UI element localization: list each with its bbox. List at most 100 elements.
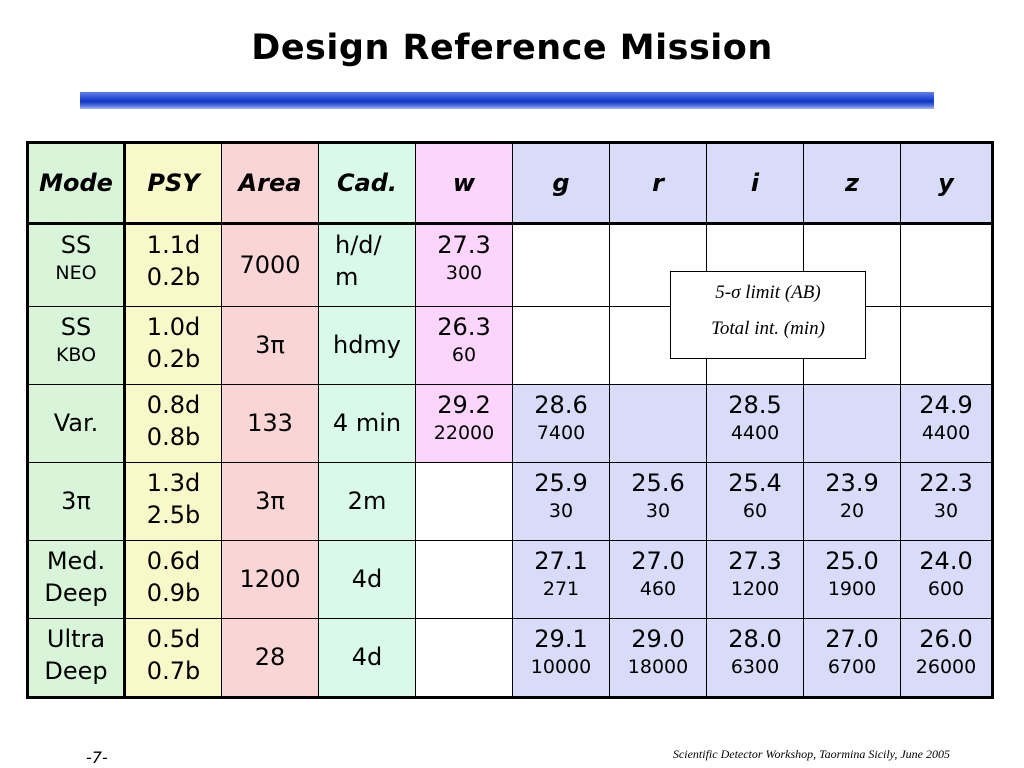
table-row: Var. 0.8d 0.8b 133 4 min 29.2 22000 28.6 7400 28.…: [27, 384, 993, 463]
integration-time: 460: [639, 577, 677, 600]
header-w: w: [415, 142, 513, 225]
band-g-cell: 27.1 271: [512, 540, 610, 619]
cadence-cell: 4d: [318, 618, 416, 698]
band-z-cell: 27.0 6700: [803, 618, 901, 698]
band-z-cell: 25.0 1900: [803, 540, 901, 619]
psy-cell: 0.6d 0.9b: [124, 540, 222, 619]
band-i-cell: 28.0 6300: [706, 618, 804, 698]
header-area: Area: [221, 142, 319, 225]
integration-time: 10000: [530, 655, 592, 678]
limit-magnitude: 22.3: [919, 469, 973, 497]
integration-time: 60: [742, 499, 768, 522]
band-g-cell: [512, 306, 610, 385]
band-y-cell: 24.0 600: [900, 540, 993, 619]
page-number: -7-: [86, 748, 108, 767]
psy-value: 1.0d: [146, 313, 201, 341]
band-g-cell: [512, 223, 610, 307]
band-w-cell: [415, 462, 513, 541]
limit-magnitude: 29.1: [534, 625, 588, 653]
psy-cell: 1.3d 2.5b: [124, 462, 222, 541]
area-value: 3π: [255, 487, 285, 516]
limit-magnitude: 27.3: [728, 547, 782, 575]
mode-label: SS: [60, 231, 92, 259]
mode-label: SS: [60, 313, 92, 341]
band-r-cell: 29.0 18000: [609, 618, 707, 698]
psy-value: 0.2b: [146, 345, 201, 374]
design-reference-table: Mode PSY Area Cad. w g r i z y SS NEO 1.1d 0.2b 7000 h/…: [26, 141, 994, 699]
table-row: Ultra Deep 0.5d 0.7b 28 4d 29.1 10000 29.0 18000 2…: [27, 618, 993, 698]
limit-magnitude: 26.0: [919, 625, 973, 653]
limit-magnitude: 24.9: [919, 391, 973, 419]
integration-time: 271: [542, 577, 580, 600]
integration-time: 1200: [730, 577, 780, 600]
header-g: g: [512, 142, 610, 225]
limit-magnitude: 28.0: [728, 625, 782, 653]
psy-value: 0.5d: [146, 625, 201, 653]
area-value: 3π: [255, 331, 285, 360]
band-g-cell: 25.9 30: [512, 462, 610, 541]
limit-magnitude: 27.0: [825, 625, 879, 653]
limit-magnitude: 25.0: [825, 547, 879, 575]
table-row: Med. Deep 0.6d 0.9b 1200 4d 27.1 271 27.0 460 27.3…: [27, 540, 993, 619]
slide-title: Design Reference Mission: [251, 28, 773, 68]
legend-line-time: Total int. (min): [711, 318, 825, 339]
mode-cell: Ultra Deep: [27, 618, 126, 698]
band-w-cell: 26.3 60: [415, 306, 513, 385]
integration-time: 6700: [827, 655, 877, 678]
limit-magnitude: 27.3: [437, 231, 491, 259]
mode-label: Ultra: [46, 625, 106, 653]
limit-magnitude: 29.0: [631, 625, 685, 653]
cadence-value: 4d: [351, 643, 383, 672]
psy-value: 0.8b: [146, 423, 201, 452]
psy-value: 1.1d: [146, 231, 201, 259]
band-i-cell: 28.5 4400: [706, 384, 804, 463]
psy-value: 0.9b: [146, 579, 201, 608]
limit-magnitude: 23.9: [825, 469, 879, 497]
mode-cell: SS NEO: [27, 223, 126, 307]
area-cell: 28: [221, 618, 319, 698]
table-row: 3π 1.3d 2.5b 3π 2m 25.9 30 25.6 30 25.4 60 23.9 20 22…: [27, 462, 993, 541]
band-y-cell: [900, 223, 993, 307]
header-mode: Mode: [27, 142, 126, 225]
psy-cell: 0.8d 0.8b: [124, 384, 222, 463]
header-i: i: [706, 142, 804, 225]
psy-cell: 1.1d 0.2b: [124, 223, 222, 307]
area-value: 1200: [239, 565, 301, 594]
band-r-cell: [609, 223, 707, 307]
integration-time: 60: [451, 343, 477, 366]
header-y: y: [900, 142, 993, 225]
integration-time: 4400: [921, 421, 971, 444]
band-i-cell: 27.3 1200: [706, 540, 804, 619]
header-r: r: [609, 142, 707, 225]
integration-time: 600: [927, 577, 965, 600]
band-y-cell: 22.3 30: [900, 462, 993, 541]
band-w-cell: [415, 540, 513, 619]
band-r-cell: 27.0 460: [609, 540, 707, 619]
integration-time: 20: [839, 499, 865, 522]
band-r-cell: 25.6 30: [609, 462, 707, 541]
area-cell: 1200: [221, 540, 319, 619]
psy-cell: 1.0d 0.2b: [124, 306, 222, 385]
mode-label: Deep: [44, 657, 108, 686]
limit-magnitude: 27.0: [631, 547, 685, 575]
limit-magnitude: 28.5: [728, 391, 782, 419]
mode-cell: SS KBO: [27, 306, 126, 385]
area-cell: 7000: [221, 223, 319, 307]
table-body: Mode PSY Area Cad. w g r i z y SS NEO 1.1d 0.2b 7000 h/…: [27, 142, 993, 698]
band-w-cell: [415, 618, 513, 698]
legend-box: 5-σ limit (AB) Total int. (min): [670, 271, 866, 359]
area-value: 133: [247, 409, 293, 438]
band-w-cell: 27.3 300: [415, 223, 513, 307]
integration-time: 4400: [730, 421, 780, 444]
mode-label: Deep: [44, 579, 108, 608]
cadence-cell: h/d/m: [318, 223, 416, 307]
limit-magnitude: 26.3: [437, 313, 491, 341]
area-value: 28: [254, 643, 286, 672]
psy-value: 0.8d: [146, 391, 201, 419]
header-psy: PSY: [124, 142, 222, 225]
mode-cell: Var.: [27, 384, 126, 463]
area-cell: 3π: [221, 462, 319, 541]
header-row: Mode PSY Area Cad. w g r i z y: [27, 142, 993, 225]
cadence-value: hdmy: [332, 331, 402, 360]
integration-time: 18000: [627, 655, 689, 678]
